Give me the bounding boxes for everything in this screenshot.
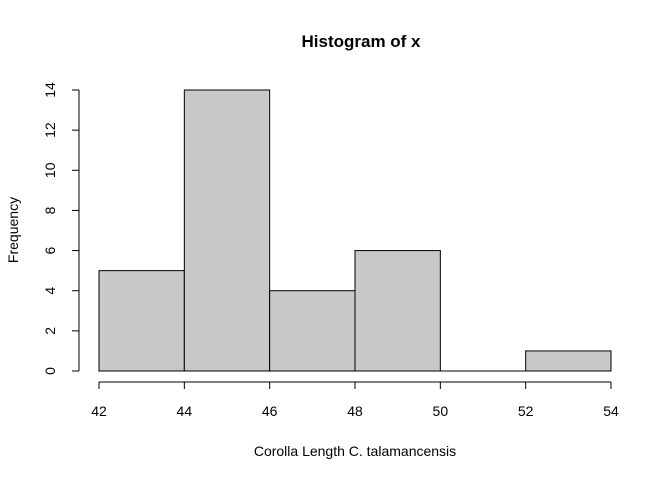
x-axis-label: Corolla Length C. talamancensis: [254, 443, 456, 459]
x-tick-label-3: 48: [347, 403, 363, 419]
x-axis: 42 44 46 48 50 52 54: [91, 381, 619, 419]
y-axis-label: Frequency: [5, 197, 21, 263]
x-tick-label-0: 42: [91, 403, 107, 419]
x-tick-label-6: 54: [603, 403, 619, 419]
y-tick-label-4: 8: [42, 206, 58, 214]
bars-group: [98, 89, 612, 372]
y-tick-label-3: 6: [42, 246, 58, 254]
chart-title: Histogram of x: [301, 32, 421, 51]
histogram-bar-2: [269, 290, 356, 372]
histogram-bar-3: [354, 250, 441, 372]
x-tick-label-5: 52: [518, 403, 534, 419]
histogram-bar-5: [525, 350, 612, 372]
histogram-bar-1: [183, 89, 271, 372]
y-tick-label-1: 2: [42, 327, 58, 335]
y-axis: 0 2 4 6 8 10 12 14: [42, 82, 80, 375]
x-tick-label-4: 50: [433, 403, 449, 419]
y-tick-label-2: 4: [42, 287, 58, 295]
x-tick-label-2: 46: [262, 403, 278, 419]
y-tick-label-6: 12: [42, 122, 58, 138]
y-tick-label-0: 0: [42, 367, 58, 375]
y-tick-label-5: 10: [42, 162, 58, 178]
x-tick-label-1: 44: [177, 403, 193, 419]
y-tick-label-7: 14: [42, 82, 58, 98]
histogram-bar-0: [98, 270, 185, 372]
